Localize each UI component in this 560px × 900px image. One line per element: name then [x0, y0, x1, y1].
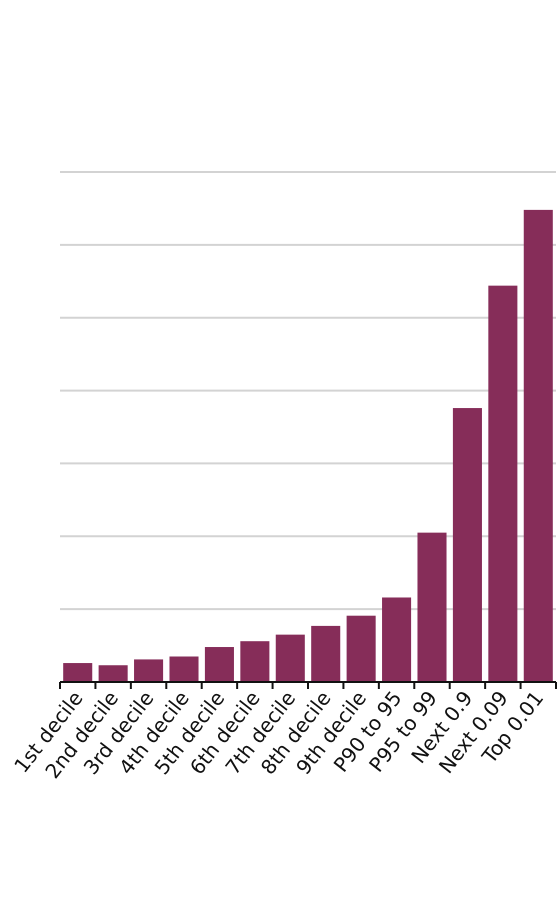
bar	[275, 634, 305, 682]
bar	[134, 659, 164, 682]
x-axis	[59, 681, 557, 689]
gridlines	[60, 171, 556, 611]
bar	[204, 647, 234, 682]
bars	[63, 209, 553, 682]
bar	[346, 615, 376, 682]
bar	[523, 209, 553, 682]
bar	[417, 532, 447, 682]
bar	[382, 597, 412, 682]
bar	[488, 285, 518, 682]
bar	[240, 641, 270, 682]
bar	[63, 663, 93, 682]
bar	[452, 408, 482, 682]
bar	[169, 656, 199, 682]
bar	[98, 665, 128, 682]
bar	[311, 625, 341, 682]
